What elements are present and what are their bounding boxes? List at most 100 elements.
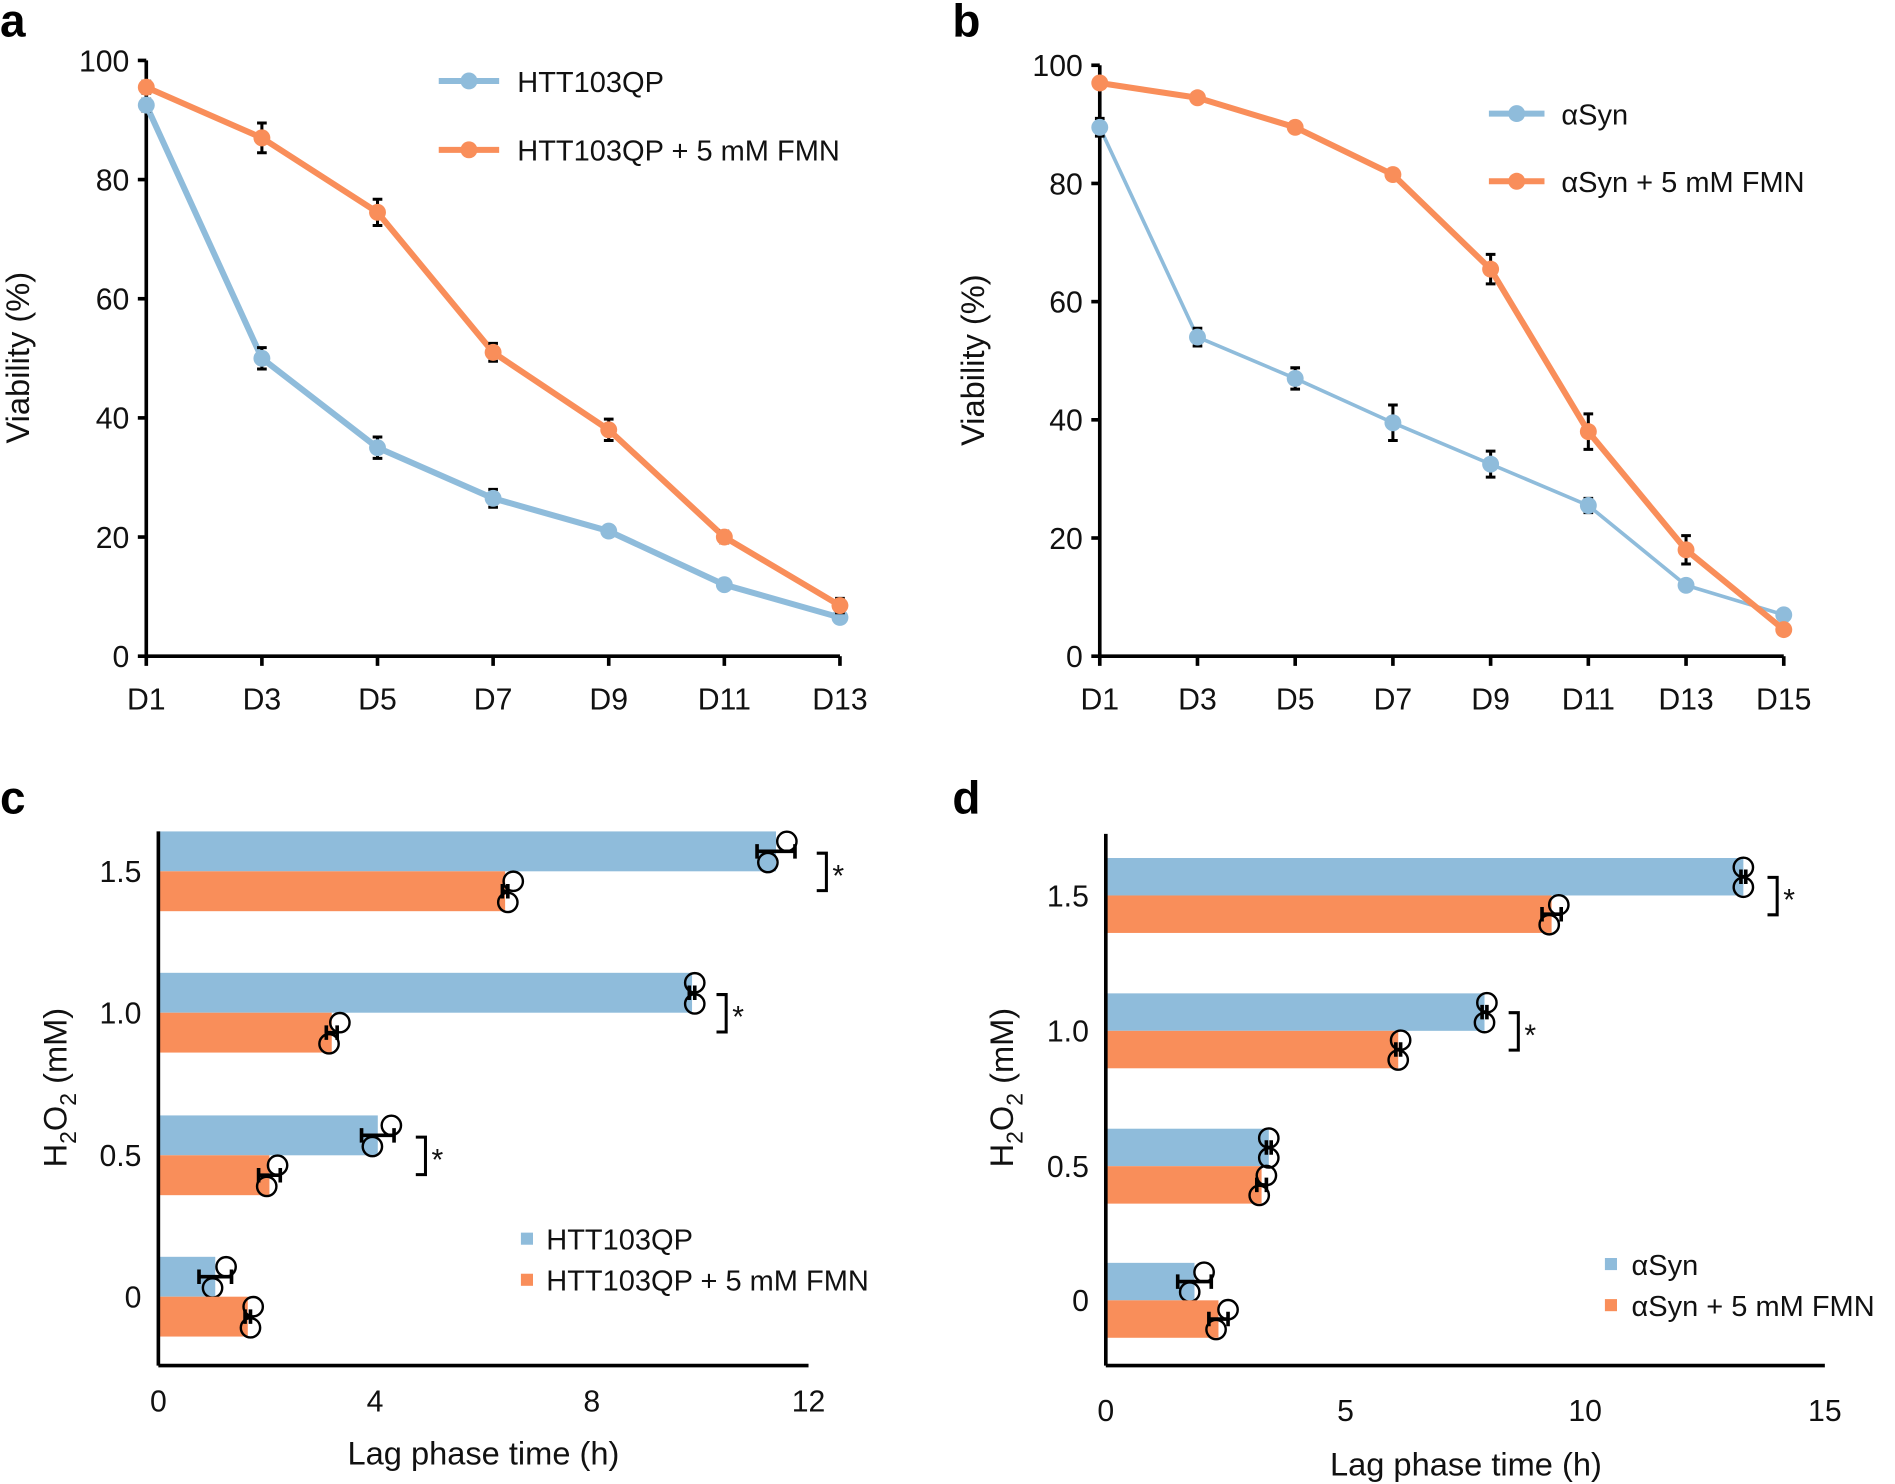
replicate-point: [242, 1295, 265, 1318]
replicate-point: [361, 1135, 384, 1158]
x-tick-label: D9: [1471, 683, 1510, 716]
y-tick-label: 20: [96, 522, 130, 555]
bar: [158, 831, 777, 872]
data-point: [1091, 118, 1109, 136]
significance-bracket: [716, 993, 728, 1034]
y-tick-label: 1.5: [1047, 880, 1089, 913]
x-tick-label: D9: [589, 683, 628, 716]
data-point: [1189, 89, 1206, 107]
x-tick-label: 12: [792, 1385, 826, 1418]
x-tick-label: 0: [150, 1385, 167, 1418]
y-tick-label: 40: [1049, 405, 1083, 438]
replicate-point: [328, 1011, 351, 1034]
panel-label-c: c: [0, 771, 26, 823]
data-point: [1482, 455, 1500, 473]
bar: [158, 1155, 270, 1196]
y-tick-label: 0.5: [99, 1140, 141, 1173]
significance-star: *: [432, 1144, 444, 1177]
panel-label-a: a: [0, 0, 26, 46]
legend-marker: [1508, 105, 1526, 123]
x-tick-label: D1: [127, 683, 166, 716]
data-point: [1677, 576, 1695, 594]
x-tick-label: D15: [1756, 683, 1811, 716]
replicate-point: [380, 1114, 403, 1137]
y-tick-label: 0: [1072, 1285, 1089, 1318]
legend-label: HTT103QP + 5 mM FMN: [517, 136, 840, 168]
replicate-point: [1193, 1261, 1215, 1284]
data-point: [1579, 497, 1597, 514]
replicate-point: [757, 851, 779, 874]
data-point: [1091, 74, 1109, 92]
replicate-point: [1257, 1147, 1280, 1169]
data-point: [369, 439, 386, 457]
legend-label: HTT103QP: [517, 67, 664, 99]
panel-label-d: d: [952, 771, 980, 823]
data-point: [484, 343, 502, 361]
legend-label: αSyn: [1561, 99, 1628, 131]
y-tick-label: 0: [113, 641, 130, 674]
bar: [1105, 1128, 1269, 1167]
data-point: [1286, 118, 1304, 136]
x-tick-label: D13: [1658, 683, 1713, 716]
x-tick-label: 4: [367, 1385, 384, 1418]
data-point: [253, 349, 271, 367]
significance-bracket: [816, 851, 828, 893]
data-point: [715, 576, 733, 594]
bar: [1105, 858, 1744, 896]
legend-swatch: [520, 1273, 533, 1286]
significance-bracket: [415, 1135, 427, 1177]
significance-star: *: [832, 860, 844, 893]
data-point: [484, 489, 502, 507]
data-point: [1384, 414, 1402, 432]
data-point: [369, 203, 386, 221]
replicate-point: [255, 1175, 278, 1198]
data-point: [1189, 328, 1206, 346]
error-bar: [500, 883, 510, 899]
x-tick-label: D3: [1178, 683, 1217, 716]
significance-star: *: [732, 1001, 744, 1034]
y-tick-label: 1.0: [1047, 1016, 1089, 1049]
x-tick-label: D11: [698, 683, 751, 716]
bar: [158, 871, 506, 912]
y-tick-label: 20: [1049, 523, 1083, 556]
y-tick-label: 0: [1066, 641, 1083, 674]
replicate-point: [683, 971, 706, 994]
y-tick-label: 100: [79, 45, 129, 78]
y-tick-label: 60: [1049, 287, 1083, 320]
panel-label-b: b: [952, 0, 980, 46]
replicate-point: [215, 1255, 237, 1278]
x-axis-label-d: Lag phase time (h): [1330, 1446, 1602, 1483]
legend-label: αSyn: [1631, 1250, 1698, 1282]
series-line: [1098, 126, 1785, 617]
bar: [1105, 1030, 1399, 1069]
data-point: [600, 421, 618, 439]
x-tick-label: D1: [1080, 683, 1119, 716]
data-point: [600, 522, 618, 540]
data-point: [715, 528, 733, 546]
legend-label: αSyn + 5 mM FMN: [1561, 167, 1804, 199]
x-tick-label: D5: [358, 683, 397, 716]
y-axis-label-b: Viability (%): [954, 274, 991, 446]
replicate-point: [1547, 893, 1570, 916]
significance-star: *: [1524, 1019, 1536, 1052]
legend-label: HTT103QP: [546, 1225, 693, 1257]
replicate-point: [1217, 1298, 1239, 1321]
replicate-point: [775, 830, 798, 853]
x-tick-label: D7: [474, 683, 513, 716]
bar: [1105, 1166, 1262, 1204]
x-tick-label: 15: [1808, 1395, 1842, 1428]
y-tick-label: 100: [1032, 50, 1082, 83]
data-point: [253, 129, 271, 147]
y-tick-label: 1.0: [99, 998, 141, 1031]
x-tick-label: 8: [583, 1385, 600, 1418]
significance-star: *: [1783, 884, 1795, 917]
data-point: [1384, 166, 1402, 184]
legend-label: HTT103QP + 5 mM FMN: [546, 1266, 869, 1298]
data-point: [1286, 369, 1304, 387]
replicate-point: [1538, 913, 1561, 936]
replicate-point: [496, 891, 519, 914]
legend-swatch: [1604, 1258, 1617, 1271]
legend-label: αSyn + 5 mM FMN: [1631, 1291, 1874, 1323]
series-line: [1099, 79, 1786, 632]
replicate-point: [1387, 1049, 1410, 1071]
